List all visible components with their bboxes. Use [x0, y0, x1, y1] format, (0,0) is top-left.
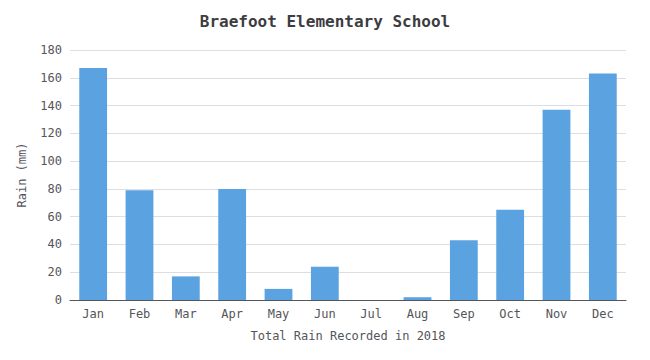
svg-text:Braefoot Elementary School: Braefoot Elementary School — [200, 12, 450, 31]
svg-text:Mar: Mar — [175, 307, 197, 321]
svg-text:Nov: Nov — [546, 307, 568, 321]
svg-text:Total Rain Recorded in 2018: Total Rain Recorded in 2018 — [250, 329, 445, 343]
svg-text:140: 140 — [40, 99, 62, 113]
svg-text:20: 20 — [48, 265, 62, 279]
svg-text:180: 180 — [40, 43, 62, 57]
svg-text:Rain (mm): Rain (mm) — [15, 142, 29, 207]
svg-text:Apr: Apr — [221, 307, 243, 321]
svg-text:100: 100 — [40, 154, 62, 168]
svg-text:Sep: Sep — [453, 307, 475, 321]
svg-text:Aug: Aug — [407, 307, 429, 321]
svg-text:Jul: Jul — [360, 307, 382, 321]
svg-text:Jun: Jun — [314, 307, 336, 321]
svg-text:Dec: Dec — [592, 307, 614, 321]
svg-text:Jan: Jan — [82, 307, 104, 321]
svg-text:40: 40 — [48, 237, 62, 251]
svg-text:80: 80 — [48, 182, 62, 196]
svg-text:120: 120 — [40, 126, 62, 140]
svg-text:160: 160 — [40, 71, 62, 85]
svg-text:0: 0 — [55, 293, 62, 307]
svg-text:May: May — [268, 307, 290, 321]
svg-text:Oct: Oct — [499, 307, 521, 321]
svg-text:Feb: Feb — [129, 307, 151, 321]
svg-text:60: 60 — [48, 210, 62, 224]
